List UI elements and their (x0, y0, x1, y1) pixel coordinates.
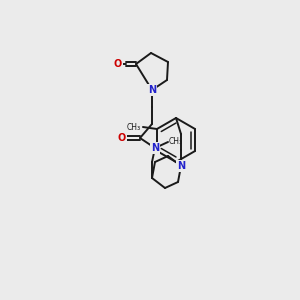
Text: CH₃: CH₃ (169, 137, 183, 146)
Text: N: N (177, 161, 185, 171)
Text: O: O (114, 59, 122, 69)
Text: N: N (148, 85, 156, 95)
Text: CH₃: CH₃ (127, 122, 141, 131)
Text: O: O (118, 133, 126, 143)
Text: N: N (151, 143, 159, 153)
